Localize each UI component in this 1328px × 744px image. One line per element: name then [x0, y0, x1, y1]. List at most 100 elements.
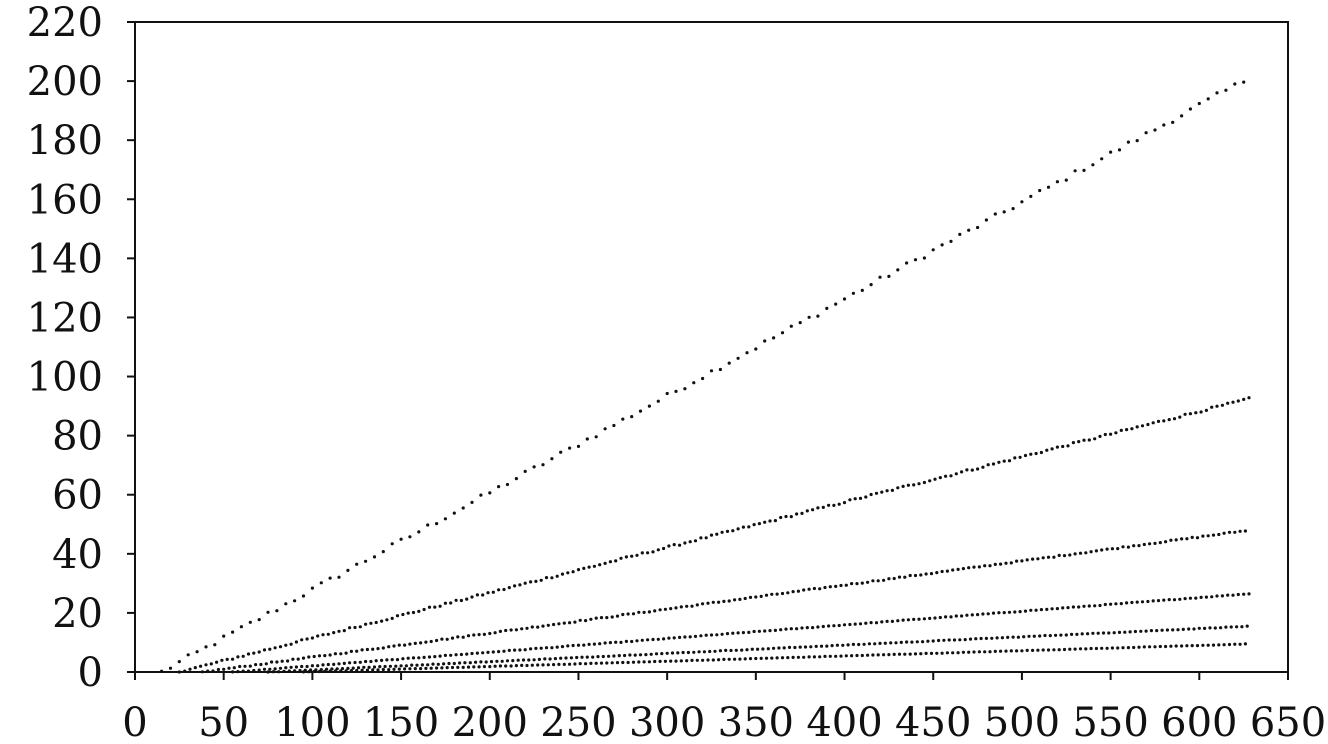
data-point: [828, 654, 832, 658]
data-point: [356, 666, 361, 670]
data-point: [1087, 438, 1091, 442]
data-point: [672, 543, 676, 547]
x-axis-ticks: 0 50 100 150 200 250 300 350 400 450 500 550 600 650: [122, 672, 1326, 744]
data-point: [518, 648, 522, 652]
data-point: [332, 662, 336, 667]
data-point: [848, 498, 852, 502]
data-point: [615, 614, 620, 618]
data-point: [1110, 547, 1114, 551]
data-point: [1064, 633, 1068, 637]
data-point: [844, 654, 848, 658]
data-point: [472, 665, 476, 669]
data-point: [358, 660, 362, 664]
data-point: [582, 643, 586, 647]
data-point: [310, 586, 314, 590]
data-point: [481, 651, 485, 655]
data-point: [1096, 631, 1100, 635]
data-point: [284, 602, 288, 606]
data-point: [362, 665, 366, 669]
data-point: [1070, 632, 1074, 637]
data-point: [1146, 422, 1150, 427]
data-point: [312, 669, 316, 674]
data-point: [293, 599, 297, 603]
data-point: [450, 665, 455, 670]
data-point: [399, 664, 403, 668]
data-point: [931, 248, 935, 252]
data-point: [727, 599, 731, 603]
data-point: [465, 597, 469, 601]
data-point: [1204, 595, 1208, 599]
data-point: [669, 659, 673, 663]
data-point: [481, 593, 485, 597]
data-point: [598, 563, 602, 567]
data-point: [1025, 648, 1029, 653]
data-point: [1208, 626, 1212, 630]
data-point: [919, 573, 923, 577]
data-point: [1109, 432, 1113, 436]
data-point: [252, 668, 256, 673]
data-point: [365, 668, 369, 672]
data-point: [869, 621, 873, 625]
data-point: [387, 645, 391, 649]
x-tick-label: 200: [452, 700, 528, 744]
data-point: [740, 648, 744, 652]
data-point: [853, 622, 857, 626]
data-point: [364, 559, 368, 563]
data-point: [1018, 610, 1022, 614]
data-point: [578, 662, 582, 666]
data-point: [225, 657, 229, 662]
data-point: [408, 535, 412, 539]
data-point: [961, 650, 966, 654]
data-point: [1066, 606, 1070, 610]
data-point: [812, 586, 817, 591]
data-point: [1210, 595, 1214, 599]
data-point: [873, 642, 877, 646]
data-point: [697, 650, 701, 654]
data-point: [1197, 101, 1201, 106]
data-point: [1112, 631, 1116, 635]
data-point: [968, 637, 973, 641]
data-point: [360, 648, 364, 652]
data-point: [1201, 534, 1205, 538]
data-point: [1126, 646, 1130, 650]
data-point: [566, 571, 570, 575]
data-point: [1229, 625, 1233, 629]
data-point: [736, 527, 740, 531]
y-tick-label: 0: [78, 650, 103, 696]
data-point: [837, 502, 841, 506]
data-point: [791, 655, 795, 660]
data-point: [1192, 627, 1196, 631]
data-point: [993, 649, 997, 654]
data-point: [440, 637, 444, 641]
data-point: [748, 657, 753, 661]
data-point: [550, 576, 554, 580]
data-point: [1011, 207, 1015, 211]
data-point: [1098, 434, 1102, 438]
data-point: [293, 669, 297, 673]
data-point: [683, 541, 687, 545]
data-point: [756, 647, 760, 651]
data-point: [591, 655, 595, 659]
data-point: [1089, 646, 1093, 651]
data-point: [458, 661, 462, 665]
data-point: [1126, 545, 1130, 549]
data-point: [472, 633, 476, 637]
data-point: [867, 642, 872, 646]
data-point: [850, 654, 854, 658]
data-point: [976, 467, 980, 471]
data-point: [897, 575, 902, 579]
data-point: [882, 578, 886, 582]
data-point: [997, 611, 1001, 615]
data-point: [395, 658, 400, 662]
data-point: [901, 618, 905, 622]
data-point: [1222, 643, 1226, 647]
data-point: [1027, 634, 1031, 638]
data-point: [222, 667, 226, 671]
data-point: [599, 661, 604, 665]
data-point: [709, 533, 714, 537]
data-point: [1231, 400, 1235, 404]
data-point: [1052, 648, 1056, 652]
data-point: [889, 641, 893, 645]
data-point: [615, 661, 620, 665]
data-point: [1149, 629, 1153, 633]
